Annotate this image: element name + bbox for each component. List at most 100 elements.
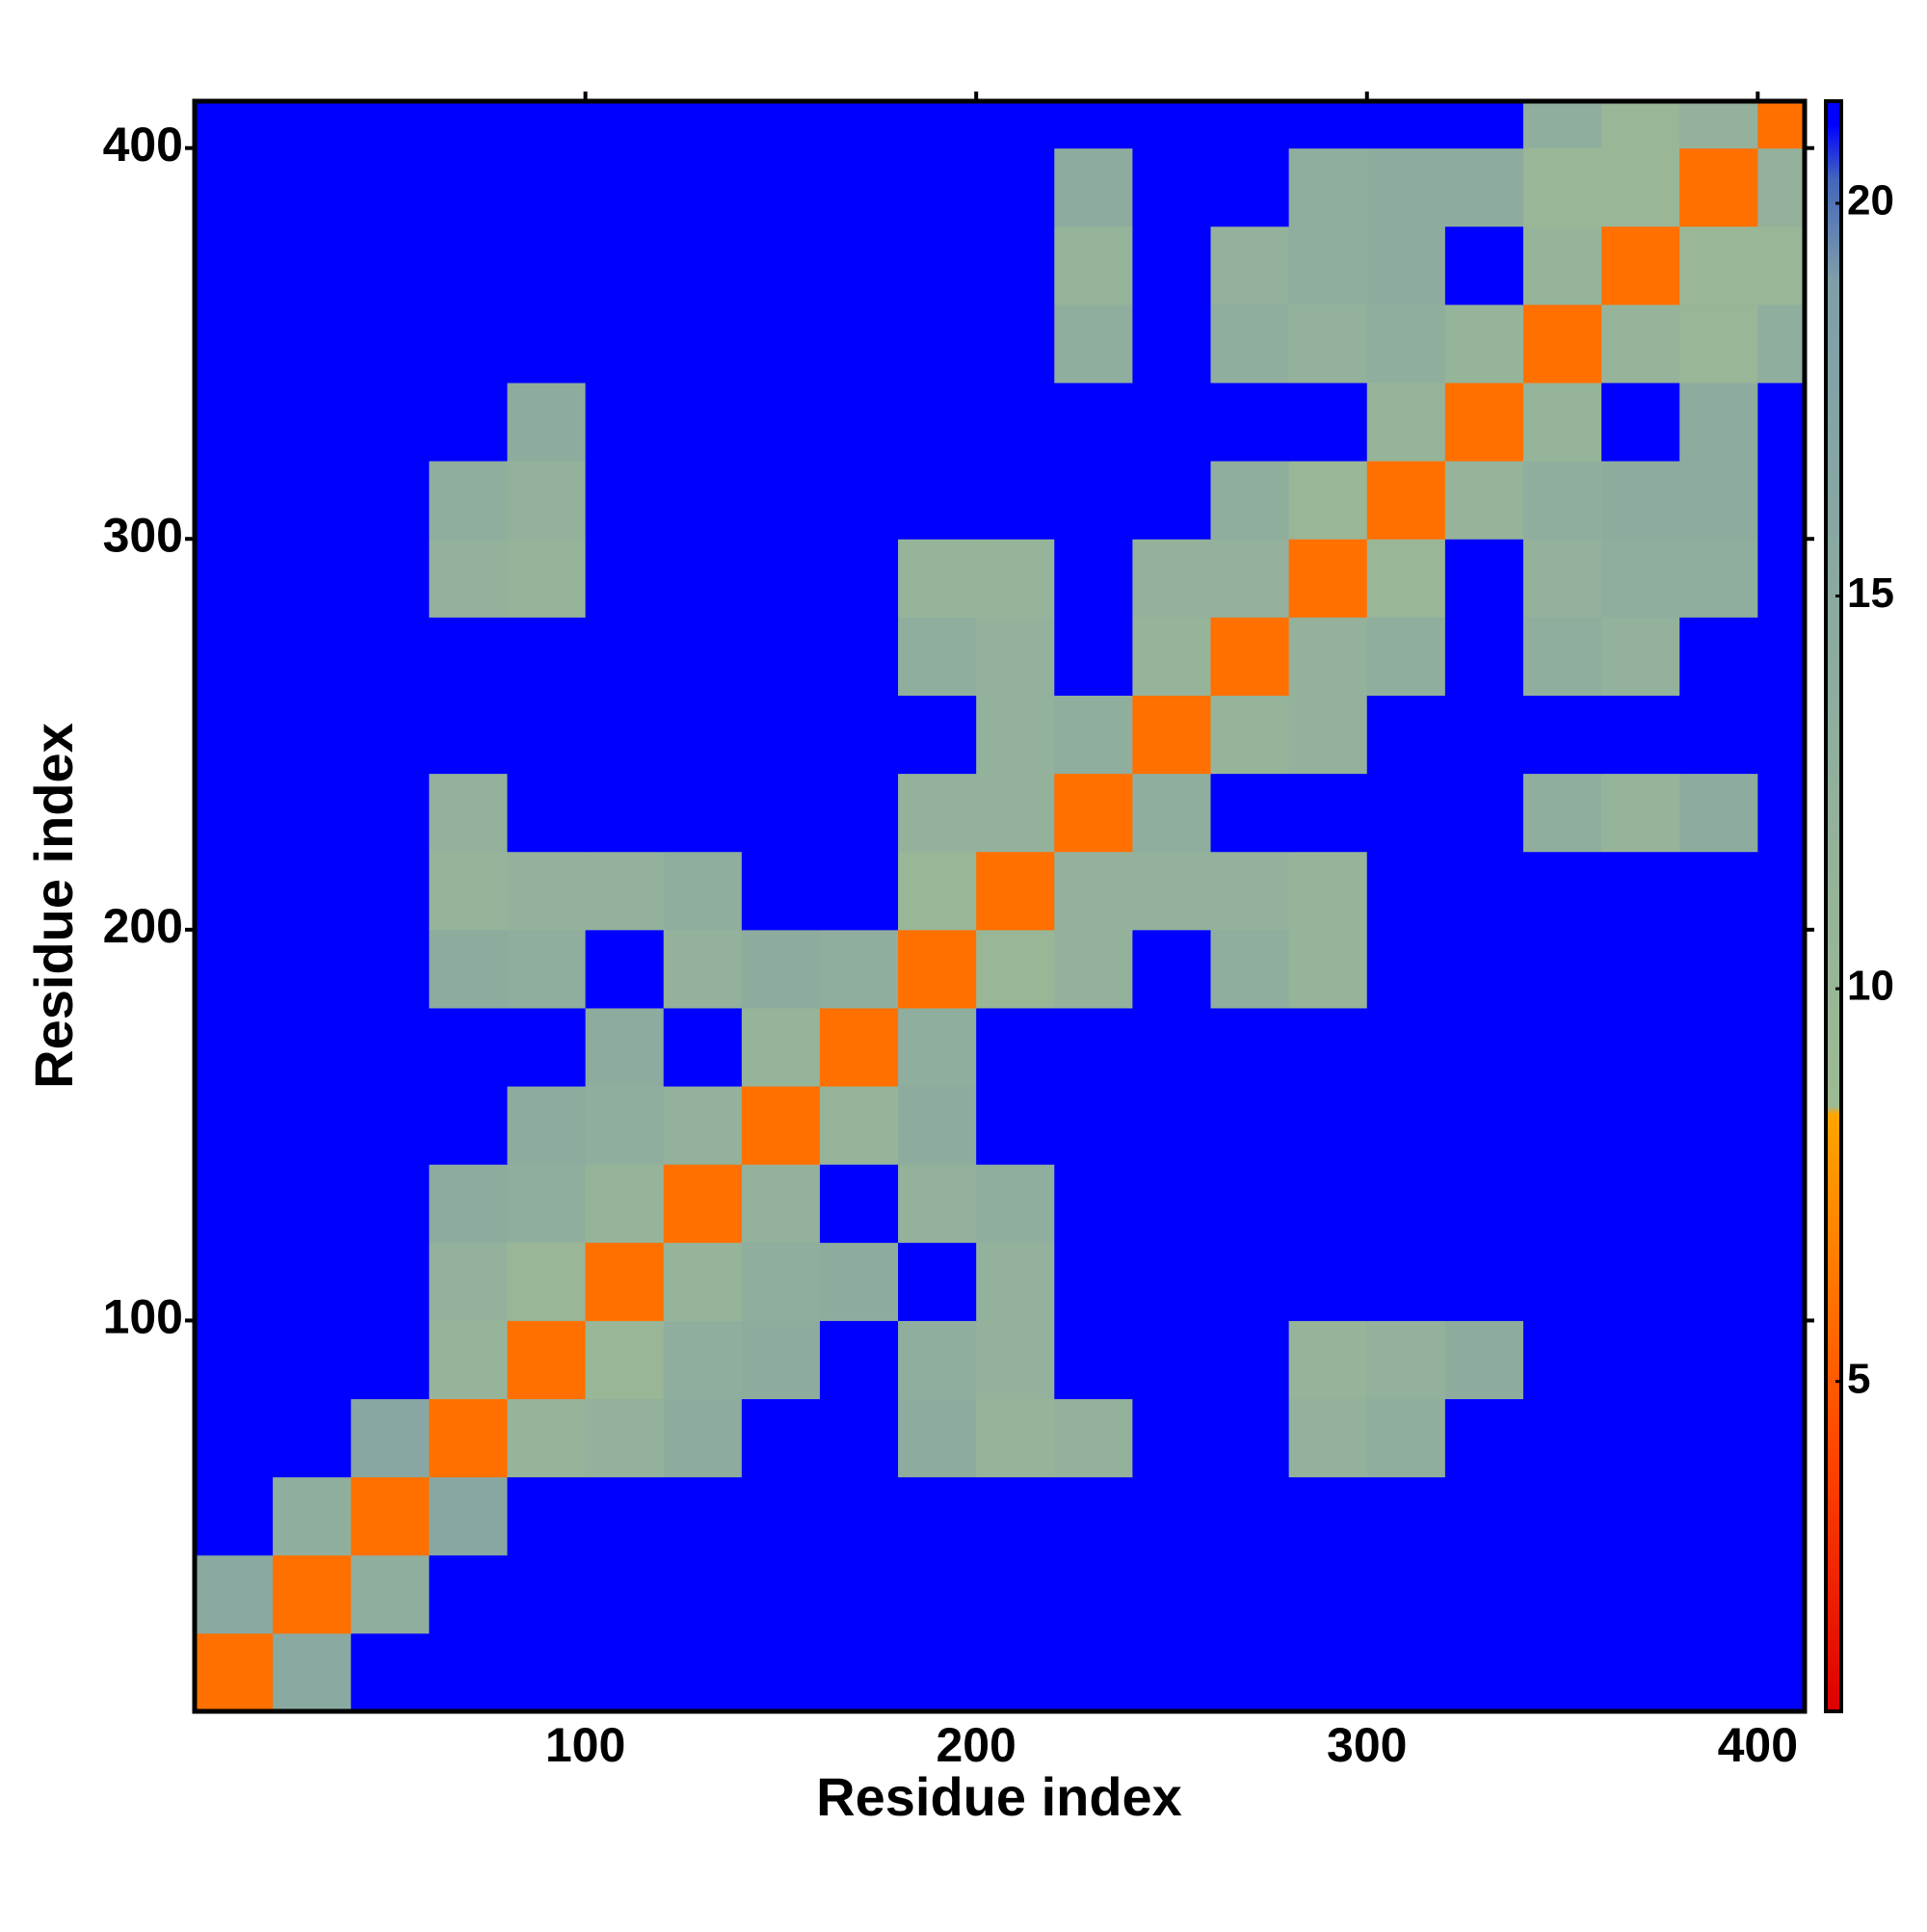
heatmap-cell (1679, 617, 1758, 696)
heatmap-cell (429, 147, 508, 227)
heatmap-cell (1757, 773, 1806, 853)
heatmap-cell (1288, 1632, 1368, 1712)
heatmap-cell (429, 461, 508, 540)
heatmap-cell (585, 1632, 665, 1712)
heatmap-cell (819, 695, 899, 775)
heatmap-cell (1601, 1164, 1680, 1243)
heatmap-cell (1757, 1398, 1806, 1478)
heatmap-cell (1210, 225, 1290, 305)
x-tick-label: 300 (1327, 1718, 1407, 1772)
heatmap-cell (273, 539, 352, 618)
heatmap-cell (1444, 1554, 1524, 1634)
heatmap-cell (1757, 1320, 1806, 1400)
heatmap-cell (1132, 1242, 1212, 1321)
heatmap-cell (1757, 851, 1806, 931)
heatmap-cell (1288, 773, 1368, 853)
heatmap-cell (585, 851, 665, 931)
heatmap-cell (1444, 1398, 1524, 1478)
heatmap-cell (1757, 695, 1806, 775)
heatmap-cell (1444, 1476, 1524, 1556)
heatmap-cell (195, 1398, 274, 1478)
heatmap-cell (1601, 617, 1680, 696)
heatmap-cell (898, 695, 977, 775)
heatmap-cell (819, 147, 899, 227)
heatmap-cell (1522, 1086, 1602, 1165)
heatmap-cell (741, 147, 821, 227)
heatmap-cell (1210, 1242, 1290, 1321)
heatmap-cell (663, 617, 743, 696)
heatmap-cell (351, 1007, 430, 1087)
heatmap-cell (585, 1320, 665, 1400)
heatmap-cell (1288, 1554, 1368, 1634)
heatmap-cell (1132, 1320, 1212, 1400)
heatmap-cell (273, 929, 352, 1009)
heatmap-cell (1757, 304, 1806, 384)
heatmap-cell (273, 383, 352, 462)
heatmap-cell (351, 1320, 430, 1400)
heatmap-cell (1366, 539, 1446, 618)
heatmap-cell (507, 1086, 587, 1165)
heatmap-cell (898, 539, 977, 618)
heatmap-cell (429, 1320, 508, 1400)
heatmap-cell (1210, 1632, 1290, 1712)
heatmap-cell (429, 101, 508, 149)
heatmap-cell (1522, 1398, 1602, 1478)
heatmap-cell (1522, 1242, 1602, 1321)
heatmap-cell (819, 1242, 899, 1321)
heatmap-cell (273, 851, 352, 931)
heatmap-cell (663, 461, 743, 540)
heatmap-cell (1054, 851, 1133, 931)
heatmap-cell (1366, 617, 1446, 696)
heatmap-cell (351, 1554, 430, 1634)
heatmap-cell (1522, 929, 1602, 1009)
heatmap-cell (1054, 225, 1133, 305)
heatmap-cell (585, 1007, 665, 1087)
heatmap-cell (1444, 461, 1524, 540)
heatmap-cell (1444, 147, 1524, 227)
heatmap-cell (273, 1320, 352, 1400)
heatmap-cell (819, 929, 899, 1009)
heatmap-cell (351, 929, 430, 1009)
heatmap-cell (1132, 773, 1212, 853)
heatmap-cell (1210, 695, 1290, 775)
heatmap-cell (195, 539, 274, 618)
heatmap-cell (898, 929, 977, 1009)
heatmap-cell (1679, 304, 1758, 384)
heatmap-cell (1366, 929, 1446, 1009)
heatmap-cell (1757, 1554, 1806, 1634)
heatmap-cell (1132, 147, 1212, 227)
heatmap-cell (507, 304, 587, 384)
heatmap-cell (1288, 1164, 1368, 1243)
heatmap-cell (585, 773, 665, 853)
heatmap-cell (1601, 851, 1680, 931)
heatmap-cell (1679, 1476, 1758, 1556)
heatmap-cell (429, 851, 508, 931)
heatmap-cell (663, 773, 743, 853)
heatmap-cell (1210, 1086, 1290, 1165)
heatmap-cell (1288, 1476, 1368, 1556)
heatmap-cell (1757, 1164, 1806, 1243)
heatmap-cell (429, 1632, 508, 1712)
heatmap-cell (273, 304, 352, 384)
heatmap-cell (429, 1554, 508, 1634)
heatmap-cell (819, 383, 899, 462)
heatmap-cell (1444, 695, 1524, 775)
heatmap-cell (663, 1320, 743, 1400)
heatmap-cell (1757, 617, 1806, 696)
heatmap-cell (507, 1320, 587, 1400)
heatmap-cell (1288, 383, 1368, 462)
heatmap-cell (1444, 383, 1524, 462)
heatmap-cell (1210, 147, 1290, 227)
heatmap-cell (585, 929, 665, 1009)
heatmap-cell (819, 851, 899, 931)
heatmap-cell (976, 539, 1055, 618)
heatmap-cell (1601, 773, 1680, 853)
heatmap-cell (351, 773, 430, 853)
heatmap-cell (1054, 461, 1133, 540)
heatmap-cell (976, 1320, 1055, 1400)
heatmap-cell (273, 773, 352, 853)
heatmap-cell (195, 773, 274, 853)
heatmap-cell (1210, 304, 1290, 384)
heatmap-cell (663, 147, 743, 227)
heatmap-cell (1366, 101, 1446, 149)
